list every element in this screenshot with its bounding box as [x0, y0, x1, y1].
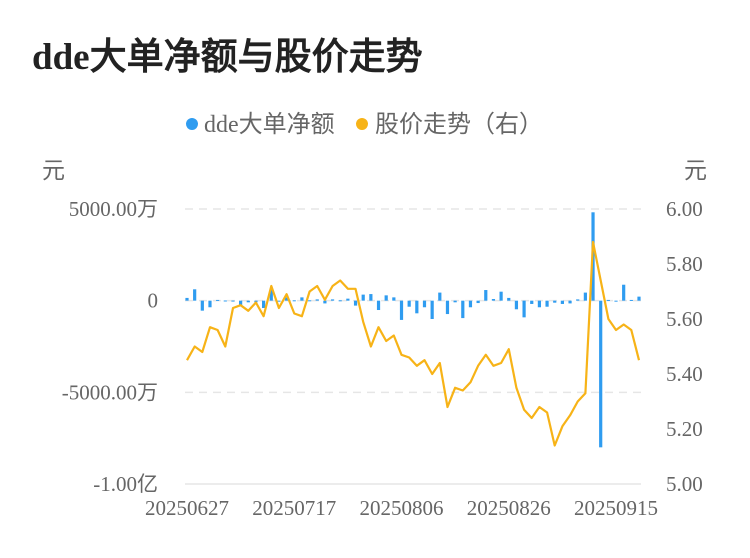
dde-bar: [514, 300, 519, 310]
dde-bar: [185, 297, 189, 301]
dde-bar: [200, 300, 204, 311]
dde-bar: [422, 300, 427, 308]
right-tick-label: 5.00: [666, 472, 703, 496]
x-axis-ticks: 20250627 20250717 20250806 20250826 20250915: [145, 496, 658, 520]
left-tick-label: -5000.00万: [62, 380, 158, 404]
dde-bar: [376, 300, 381, 311]
dde-bar: [239, 300, 243, 306]
left-tick-label: 0: [148, 289, 159, 313]
dde-bar: [430, 300, 434, 319]
dde-bar: [353, 300, 358, 306]
dde-bar: [216, 299, 220, 301]
dde-bar: [369, 294, 373, 301]
dde-bar: [438, 292, 442, 301]
x-tick-label: 20250826: [467, 496, 551, 520]
x-tick-label: 20250806: [360, 496, 444, 520]
dde-bar: [629, 299, 633, 301]
dde-bar: [346, 298, 350, 301]
right-tick-label: 5.20: [666, 417, 703, 441]
dde-bar: [622, 284, 626, 301]
dde-bar: [491, 299, 496, 301]
dde-bar: [231, 300, 235, 302]
dde-bar: [384, 295, 388, 301]
right-tick-label: 5.80: [666, 252, 703, 276]
dde-bar: [399, 300, 404, 320]
dde-bar: [537, 300, 542, 308]
dde-bar: [499, 291, 503, 301]
dde-bar: [484, 290, 488, 301]
dde-bar: [468, 300, 473, 308]
dde-bar: [361, 294, 365, 301]
dde-bar: [461, 300, 465, 319]
left-tick-label: -1.00亿: [93, 472, 158, 496]
legend-marker-price: [356, 118, 368, 130]
dde-bar: [338, 300, 342, 302]
dde-bar: [300, 297, 304, 301]
dde-bar: [560, 300, 564, 304]
dde-bar: [599, 300, 603, 448]
dde-bar: [576, 299, 580, 301]
dde-bar: [307, 300, 312, 302]
dde-bar: [530, 300, 534, 304]
dde-bar: [453, 300, 457, 303]
legend-item-price[interactable]: 股价走势（右）: [356, 111, 543, 138]
dde-bar: [315, 299, 319, 301]
dde-bar: [606, 299, 610, 301]
right-tick-label: 6.00: [666, 197, 703, 221]
left-axis-ticks: 5000.00万 0 -5000.00万 -1.00亿: [62, 197, 158, 496]
right-axis-unit: 元: [684, 158, 707, 183]
dde-bar: [476, 300, 480, 304]
dde-bar: [277, 300, 281, 302]
dde-bar: [415, 300, 419, 314]
dde-bar: [292, 300, 296, 302]
legend-label-price: 股价走势（右）: [375, 111, 543, 138]
dde-bar: [545, 300, 549, 307]
dde-bar: [507, 297, 511, 301]
dde-bar: [445, 300, 450, 315]
dde-bar: [330, 299, 335, 301]
dde-bar: [246, 300, 250, 303]
dde-bar: [553, 300, 557, 303]
x-tick-label: 20250915: [574, 496, 658, 520]
right-axis-ticks: 6.00 5.80 5.60 5.40 5.20 5.00: [666, 197, 703, 496]
right-tick-label: 5.40: [666, 362, 703, 386]
dde-bar: [407, 300, 411, 307]
dde-bar: [323, 300, 327, 304]
legend-item-dde[interactable]: dde大单净额: [186, 111, 335, 138]
dde-bar: [269, 288, 273, 301]
dde-bar: [637, 296, 641, 301]
legend-marker-dde: [186, 118, 198, 130]
price-line: [186, 240, 641, 447]
price-line-path: [186, 240, 641, 447]
dde-bar: [392, 297, 396, 301]
dde-bar: [262, 300, 266, 308]
dde-bar: [583, 292, 587, 301]
left-axis-unit: 元: [42, 158, 65, 183]
chart-title: dde大单净额与股价走势: [32, 36, 423, 78]
dde-bar: [193, 289, 197, 301]
x-tick-label: 20250717: [252, 496, 336, 520]
dde-bar: [223, 300, 227, 302]
x-tick-label: 20250627: [145, 496, 229, 520]
legend: dde大单净额 股价走势（右）: [186, 111, 543, 138]
dde-bar: [614, 300, 618, 302]
grid-lines: [185, 208, 641, 485]
dde-bar: [284, 297, 289, 301]
legend-label-dde: dde大单净额: [204, 111, 335, 138]
dde-bar: [522, 300, 526, 318]
dde-bar: [208, 300, 212, 308]
left-tick-label: 5000.00万: [69, 197, 158, 221]
right-tick-label: 5.60: [666, 307, 703, 331]
dde-bar: [568, 300, 572, 304]
